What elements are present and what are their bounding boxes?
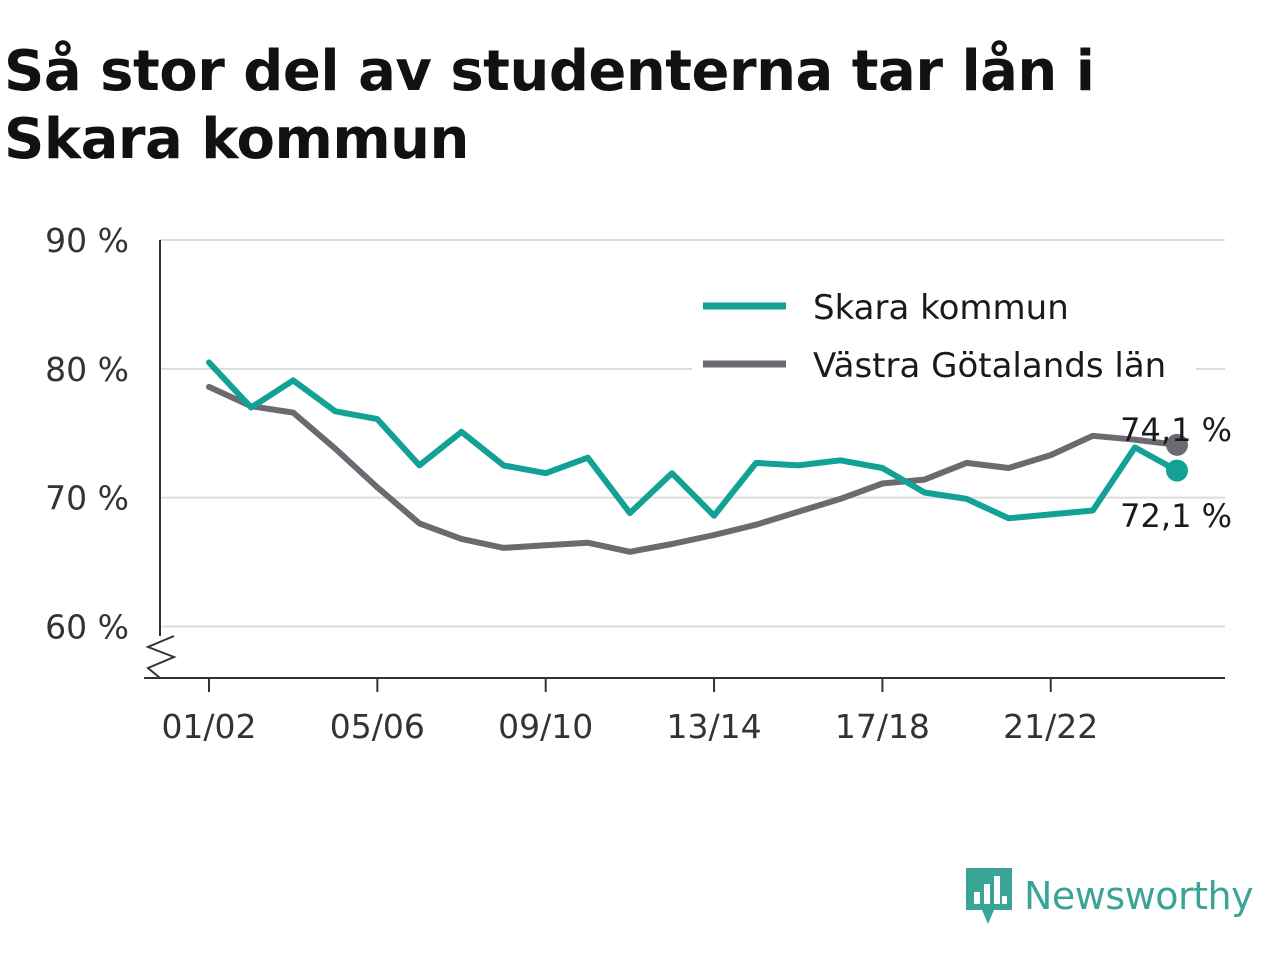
- series-line-1: [206, 383, 1180, 555]
- series-end-marker-1: [1166, 433, 1188, 456]
- x-tick-label: 13/14: [666, 707, 761, 746]
- x-tick-label: 17/18: [835, 707, 930, 746]
- y-tick-label: 70 %: [45, 479, 129, 518]
- brand-name: Newsworthy: [1024, 874, 1254, 918]
- series-end-marker-0: [1166, 459, 1188, 482]
- x-axis-ticks: 01/02 05/06 09/10 13/14 17/18 21/22: [161, 678, 1098, 746]
- x-tick-label: 21/22: [1003, 707, 1098, 746]
- y-tick-label: 80 %: [45, 350, 129, 389]
- legend-label-vastra-gotaland: Västra Götalands län: [813, 346, 1166, 386]
- legend-label-skara: Skara kommun: [813, 288, 1069, 328]
- x-tick-label: 01/02: [161, 707, 256, 746]
- y-tick-label: 90 %: [45, 221, 129, 260]
- end-label-skara: 72,1 %: [1120, 497, 1232, 535]
- x-tick-label: 05/06: [330, 707, 425, 746]
- axes: [144, 240, 1225, 679]
- y-axis-break: [145, 635, 177, 679]
- legend: Skara kommun Västra Götalands län: [692, 276, 1196, 396]
- x-tick-label: 09/10: [498, 707, 593, 746]
- legend-background: [692, 276, 1196, 396]
- y-axis-tick-labels: 60 % 70 % 80 % 90 %: [45, 221, 129, 646]
- series-lines: [206, 359, 1188, 555]
- newsworthy-logo-icon: [966, 868, 1012, 924]
- y-tick-label: 60 %: [45, 607, 129, 646]
- end-labels: 74,1 % 72,1 %: [1120, 411, 1232, 535]
- series-line-0: [206, 359, 1180, 522]
- chart-title: Så stor del av studenterna tar lån i Ska…: [4, 39, 1095, 172]
- end-label-vastra-gotaland: 74,1 %: [1120, 411, 1232, 449]
- brand: Newsworthy: [964, 864, 1254, 928]
